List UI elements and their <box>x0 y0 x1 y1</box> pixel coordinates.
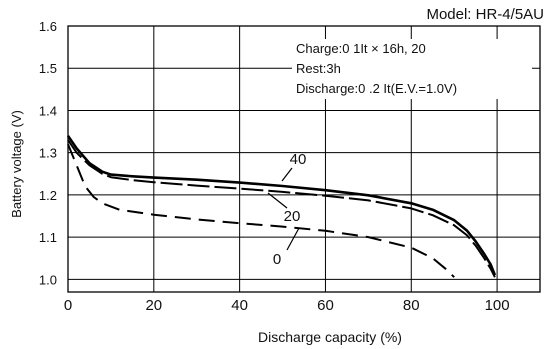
y-tick-label: 1.3 <box>39 146 57 161</box>
x-tick-label: 60 <box>317 297 334 314</box>
plot-frame <box>67 25 541 293</box>
series-line-0 <box>67 143 455 278</box>
y-tick-label: 1.0 <box>39 272 57 287</box>
x-tick-label: 40 <box>231 297 248 314</box>
annotation-rest: Rest:3h <box>296 61 341 76</box>
leader-line-40 <box>281 167 293 182</box>
series-labels: 40 20 0 <box>267 151 307 268</box>
y-tick-label: 1.4 <box>39 103 57 118</box>
tick-labels: 0 20 40 60 80 100 1.0 1.1 1.2 1.3 1.4 1.5 1.6 <box>39 19 510 314</box>
x-axis-label: Discharge capacity (%) <box>258 329 402 345</box>
series-label-40: 40 <box>290 151 307 168</box>
y-tick-label: 1.5 <box>39 61 57 76</box>
y-axis-label: Battery voltage (V) <box>9 110 24 218</box>
annotation-charge: Charge:0 1It × 16h, 20 <box>296 41 426 56</box>
series-line-40 <box>66 135 497 276</box>
annotation-discharge: Discharge:0 .2 It(E.V.=1.0V) <box>296 81 457 96</box>
title-box <box>360 5 546 25</box>
x-tick-label: 20 <box>145 297 162 314</box>
x-tick-label: 0 <box>64 297 72 314</box>
series-line-20 <box>67 139 496 278</box>
leader-line-0 <box>286 227 300 251</box>
y-tick-label: 1.6 <box>39 19 57 34</box>
x-tick-label: 80 <box>403 297 420 314</box>
annotation-box <box>292 39 532 99</box>
y-tick-label: 1.1 <box>39 230 57 245</box>
series-label-20: 20 <box>284 208 301 225</box>
series-group <box>66 135 497 278</box>
series-label-0: 0 <box>273 251 281 268</box>
x-tick-label: 100 <box>485 297 510 314</box>
y-tick-label: 1.2 <box>39 188 57 203</box>
leader-line-20 <box>267 192 288 209</box>
chart-title: Model: HR-4/5AU <box>426 6 544 23</box>
